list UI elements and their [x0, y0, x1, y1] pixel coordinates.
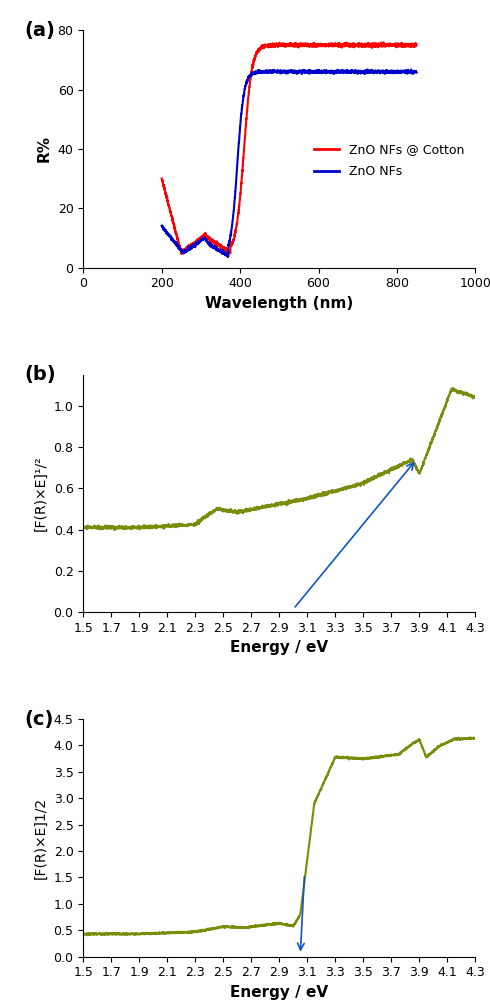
X-axis label: Energy / eV: Energy / eV — [230, 640, 328, 656]
X-axis label: Wavelength (nm): Wavelength (nm) — [205, 296, 353, 311]
Text: (b): (b) — [24, 366, 56, 384]
Legend: ZnO NFs @ Cotton, ZnO NFs: ZnO NFs @ Cotton, ZnO NFs — [309, 139, 469, 183]
Y-axis label: [F(R)×E]¹/²: [F(R)×E]¹/² — [34, 455, 48, 532]
Text: (c): (c) — [24, 710, 54, 729]
Text: (a): (a) — [24, 21, 55, 39]
X-axis label: Energy / eV: Energy / eV — [230, 985, 328, 1000]
Y-axis label: R%: R% — [37, 136, 52, 162]
Y-axis label: [F(R)×E]1/2: [F(R)×E]1/2 — [34, 797, 48, 879]
